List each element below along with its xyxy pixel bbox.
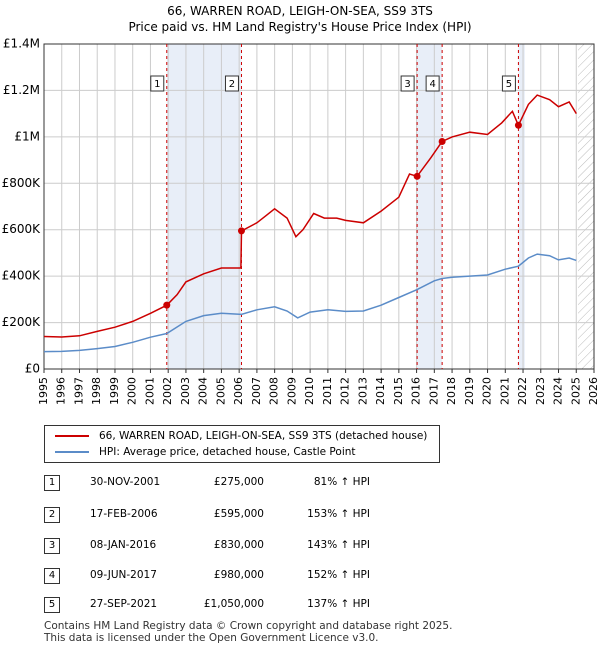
x-tick-label: 2010 xyxy=(303,377,316,405)
sale-label: 5 xyxy=(506,79,512,90)
x-tick-label: 2016 xyxy=(410,377,423,405)
transaction-row: 3 08-JAN-2016 £830,000 143% ↑ HPI xyxy=(44,538,464,554)
x-tick-label: 2008 xyxy=(268,377,281,405)
x-tick-label: 2013 xyxy=(356,377,369,405)
legend-label-property: 66, WARREN ROAD, LEIGH-ON-SEA, SS9 3TS (… xyxy=(99,430,428,442)
transaction-row: 5 27-SEP-2021 £1,050,000 137% ↑ HPI xyxy=(44,597,464,613)
x-tick-label: 2025 xyxy=(569,377,582,405)
x-tick-label: 2021 xyxy=(498,377,511,405)
x-tick-label: 1999 xyxy=(108,377,121,405)
sale-label: 2 xyxy=(229,79,235,90)
x-tick-label: 2019 xyxy=(463,377,476,405)
transaction-price: £1,050,000 xyxy=(203,598,264,610)
hpi-line xyxy=(43,253,577,353)
x-tick-label: 2000 xyxy=(126,377,139,405)
sale-point xyxy=(413,172,421,180)
x-tick-label: 1995 xyxy=(37,377,50,405)
transaction-price: £595,000 xyxy=(213,508,264,520)
transaction-number: 3 xyxy=(44,538,60,554)
transaction-number: 5 xyxy=(44,597,60,613)
transaction-date: 30-NOV-2001 xyxy=(90,476,161,488)
transaction-number: 2 xyxy=(44,507,60,523)
transaction-number: 4 xyxy=(44,568,60,584)
sale-label: 4 xyxy=(429,79,435,90)
sale-label-box xyxy=(425,75,440,92)
sale-label-box xyxy=(224,75,239,92)
sale-label: 3 xyxy=(404,79,410,90)
sale-point xyxy=(163,301,171,309)
x-tick-label: 2001 xyxy=(143,377,156,405)
y-tick-label: £800K xyxy=(2,176,42,190)
legend-label-hpi: HPI: Average price, detached house, Cast… xyxy=(99,446,356,458)
y-tick-label: £400K xyxy=(2,269,42,283)
x-tick-label: 2024 xyxy=(552,377,565,405)
y-tick-label: £600K xyxy=(2,222,42,236)
transaction-price: £980,000 xyxy=(213,569,264,581)
x-tick-label: 2020 xyxy=(481,377,494,405)
x-tick-label: 2005 xyxy=(214,377,227,405)
x-tick-label: 1996 xyxy=(55,377,68,405)
legend-item-property: 66, WARREN ROAD, LEIGH-ON-SEA, SS9 3TS (… xyxy=(55,428,427,444)
transaction-hpi: 81% ↑ HPI xyxy=(313,476,370,488)
x-tick-label: 2017 xyxy=(427,377,440,405)
sale-point xyxy=(237,227,245,235)
footer-copyright: Contains HM Land Registry data © Crown c… xyxy=(44,620,453,632)
x-tick-label: 2003 xyxy=(179,377,192,405)
y-tick-label: £1M xyxy=(14,129,40,143)
x-tick-label: 2006 xyxy=(232,377,245,405)
sale-label-box xyxy=(501,75,516,92)
x-tick-label: 1997 xyxy=(72,377,85,405)
x-tick-label: 2018 xyxy=(445,377,458,405)
x-tick-label: 2022 xyxy=(516,377,529,405)
sale-label-box xyxy=(400,75,415,92)
transaction-date: 08-JAN-2016 xyxy=(90,539,157,551)
x-tick-label: 2023 xyxy=(534,377,547,405)
x-tick-label: 2007 xyxy=(250,377,263,405)
sale-point xyxy=(438,138,446,145)
sale-point xyxy=(514,121,522,129)
chart-title: 66, WARREN ROAD, LEIGH-ON-SEA, SS9 3TS xyxy=(167,4,433,18)
x-tick-label: 2011 xyxy=(321,377,334,405)
footer-licence: This data is licensed under the Open Gov… xyxy=(44,632,379,644)
sale-label: 1 xyxy=(154,79,160,90)
forecast-hatch xyxy=(578,44,594,369)
x-tick-label: 2014 xyxy=(374,377,387,405)
legend-swatch-hpi xyxy=(55,451,89,453)
chart-subtitle: Price paid vs. HM Land Registry's House … xyxy=(128,20,472,34)
transaction-price: £275,000 xyxy=(213,476,264,488)
sale-period-shade xyxy=(417,44,443,369)
price-chart: 1995 1996 1997 1998 1999 2000 2001 2002 2003 2004… xyxy=(2,37,600,406)
transaction-date: 09-JUN-2017 xyxy=(90,569,157,581)
plot-frame xyxy=(43,43,595,370)
transaction-row: 2 17-FEB-2006 £595,000 153% ↑ HPI xyxy=(44,507,464,523)
transaction-hpi: 152% ↑ HPI xyxy=(307,569,370,581)
x-tick-label: 2026 xyxy=(587,377,600,405)
legend-swatch-property xyxy=(55,435,89,437)
y-tick-label: £1.4M xyxy=(3,37,40,51)
x-tick-label: 2009 xyxy=(285,377,298,405)
x-tick-label: 1998 xyxy=(90,377,103,405)
transaction-number: 1 xyxy=(44,475,60,491)
y-tick-label: £0 xyxy=(25,362,40,376)
transaction-hpi: 137% ↑ HPI xyxy=(307,598,370,610)
transaction-row: 4 09-JUN-2017 £980,000 152% ↑ HPI xyxy=(44,568,464,584)
x-tick-label: 2004 xyxy=(197,377,210,405)
x-tick-label: 2012 xyxy=(339,377,352,405)
x-tick-label: 2015 xyxy=(392,377,405,405)
transaction-hpi: 153% ↑ HPI xyxy=(307,508,370,520)
y-tick-label: £200K xyxy=(2,315,42,329)
sale-label-box xyxy=(150,75,165,92)
transaction-date: 27-SEP-2021 xyxy=(90,598,158,610)
legend-item-hpi: HPI: Average price, detached house, Cast… xyxy=(55,444,356,460)
legend: 66, WARREN ROAD, LEIGH-ON-SEA, SS9 3TS (… xyxy=(44,425,440,463)
transaction-date: 17-FEB-2006 xyxy=(90,508,158,520)
transaction-price: £830,000 xyxy=(213,539,264,551)
transaction-row: 1 30-NOV-2001 £275,000 81% ↑ HPI xyxy=(44,475,464,491)
x-tick-label: 2002 xyxy=(161,377,174,405)
sale-period-shade xyxy=(518,44,525,369)
transaction-hpi: 143% ↑ HPI xyxy=(307,539,370,551)
y-tick-label: £1.2M xyxy=(3,83,40,97)
